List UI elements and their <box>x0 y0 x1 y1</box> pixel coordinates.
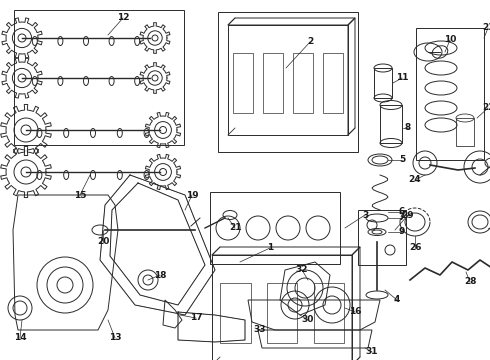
Text: 1: 1 <box>267 243 273 252</box>
Text: 4: 4 <box>394 296 400 305</box>
Bar <box>416 28 484 160</box>
Bar <box>220 283 250 343</box>
Text: 28: 28 <box>464 278 476 287</box>
Text: 22: 22 <box>482 104 490 112</box>
Bar <box>233 53 253 113</box>
Text: 26: 26 <box>409 243 421 252</box>
Bar <box>267 283 297 343</box>
Text: 23: 23 <box>482 23 490 32</box>
Text: 24: 24 <box>409 175 421 184</box>
Bar <box>323 53 343 113</box>
Text: 20: 20 <box>97 238 109 247</box>
Bar <box>210 192 340 264</box>
Text: 13: 13 <box>109 333 121 342</box>
Text: 21: 21 <box>229 224 241 233</box>
Text: 14: 14 <box>14 333 26 342</box>
Bar <box>374 68 392 98</box>
Text: 7: 7 <box>399 213 405 222</box>
Text: 3: 3 <box>362 211 368 220</box>
Text: 32: 32 <box>296 266 308 274</box>
Text: 16: 16 <box>349 307 361 316</box>
Bar <box>218 12 358 152</box>
Bar <box>456 118 474 146</box>
Bar <box>293 53 313 113</box>
Text: 5: 5 <box>399 156 405 165</box>
Text: 10: 10 <box>444 36 456 45</box>
Text: 6: 6 <box>399 207 405 216</box>
Text: 12: 12 <box>117 13 129 22</box>
Text: 18: 18 <box>154 270 166 279</box>
Bar <box>212 255 352 360</box>
Bar <box>263 53 283 113</box>
Bar <box>314 283 344 343</box>
Bar <box>228 25 348 135</box>
Text: 31: 31 <box>366 347 378 356</box>
Text: 29: 29 <box>402 211 415 220</box>
Text: 8: 8 <box>405 123 411 132</box>
Bar <box>14 10 184 145</box>
Text: 15: 15 <box>74 190 86 199</box>
Bar <box>380 105 402 143</box>
Text: 19: 19 <box>186 190 198 199</box>
Text: 11: 11 <box>396 73 408 82</box>
Text: 9: 9 <box>399 228 405 237</box>
Text: 30: 30 <box>302 315 314 324</box>
Text: 17: 17 <box>190 314 202 323</box>
Bar <box>358 210 406 265</box>
Text: 33: 33 <box>254 325 266 334</box>
Text: 2: 2 <box>307 37 313 46</box>
